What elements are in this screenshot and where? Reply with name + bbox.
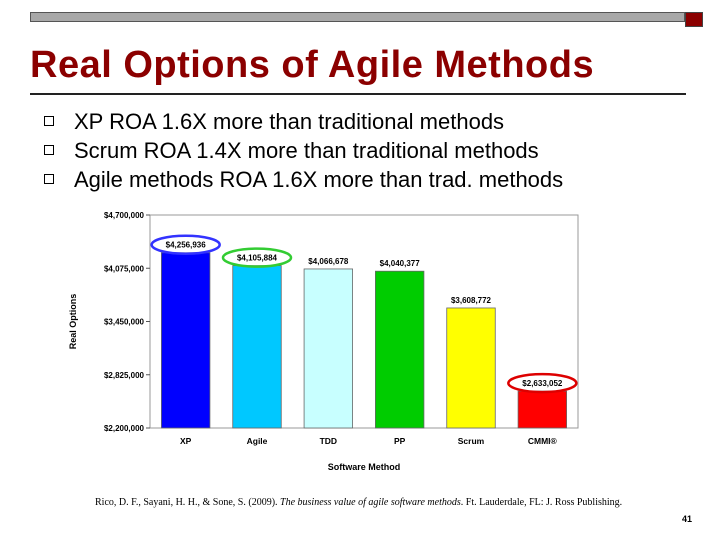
bar-0 [161,252,211,429]
title-rule [30,93,686,95]
category-label: XP [180,436,192,446]
bullet-item: Scrum ROA 1.4X more than traditional met… [44,136,563,165]
data-label: $4,105,884 [237,254,278,263]
data-label: $4,040,377 [380,259,421,268]
plot-area [149,214,579,429]
data-label: $3,608,772 [451,296,492,305]
bar-chart: $2,200,000 $2,825,000 $3,450,000 $4,075,000… [68,211,579,472]
y-tick-label: $2,825,000 [104,371,145,380]
checkbox-icon [44,174,54,184]
category-label: Scrum [458,436,485,446]
citation-authors: Rico, D. F., Sayani, H. H., & Sone, S. (… [95,497,281,508]
y-tick-label: $4,700,000 [104,211,145,220]
slide-title: Real Options of Agile Methods [30,44,595,86]
citation-publisher: . Ft. Lauderdale, FL: J. Ross Publishing… [460,497,623,508]
y-tick-label: $4,075,000 [104,264,145,273]
checkbox-icon [44,116,54,126]
category-label: TDD [320,436,337,446]
bullet-text: Scrum ROA 1.4X more than traditional met… [74,138,539,163]
data-label: $4,256,936 [166,241,207,250]
citation: Rico, D. F., Sayani, H. H., & Sone, S. (… [95,497,622,508]
highlight-ellipse [507,372,578,394]
bar-5 [517,390,567,429]
checkbox-icon [44,145,54,155]
bullet-item: XP ROA 1.6X more than traditional method… [44,107,563,136]
category-label: Agile [247,436,268,446]
bar-3 [375,270,425,429]
highlight-ellipse [150,234,221,255]
bullet-text: Agile methods ROA 1.6X more than trad. m… [74,167,564,192]
category-label: PP [394,436,406,446]
data-label: $4,066,678 [308,257,349,266]
highlight-ellipse [221,247,293,268]
y-tick-label: $2,200,000 [104,424,145,433]
data-label: $2,633,052 [522,379,563,388]
bar-2 [303,268,353,429]
x-axis-label: Software Method [328,462,401,472]
top-corner-box [685,12,703,27]
citation-title: The business value of agile software met… [280,497,461,508]
bullet-text: XP ROA 1.6X more than traditional method… [74,109,505,134]
bullet-list: XP ROA 1.6X more than traditional method… [44,107,563,194]
page-number: 41 [682,514,693,524]
y-axis-label: Real Options [68,294,78,350]
bar-1 [232,265,282,429]
top-bar-decoration [30,12,685,22]
bar-4 [446,307,496,429]
y-tick-label: $3,450,000 [104,318,145,327]
category-label: CMMI® [528,436,558,446]
bullet-item: Agile methods ROA 1.6X more than trad. m… [44,165,563,194]
